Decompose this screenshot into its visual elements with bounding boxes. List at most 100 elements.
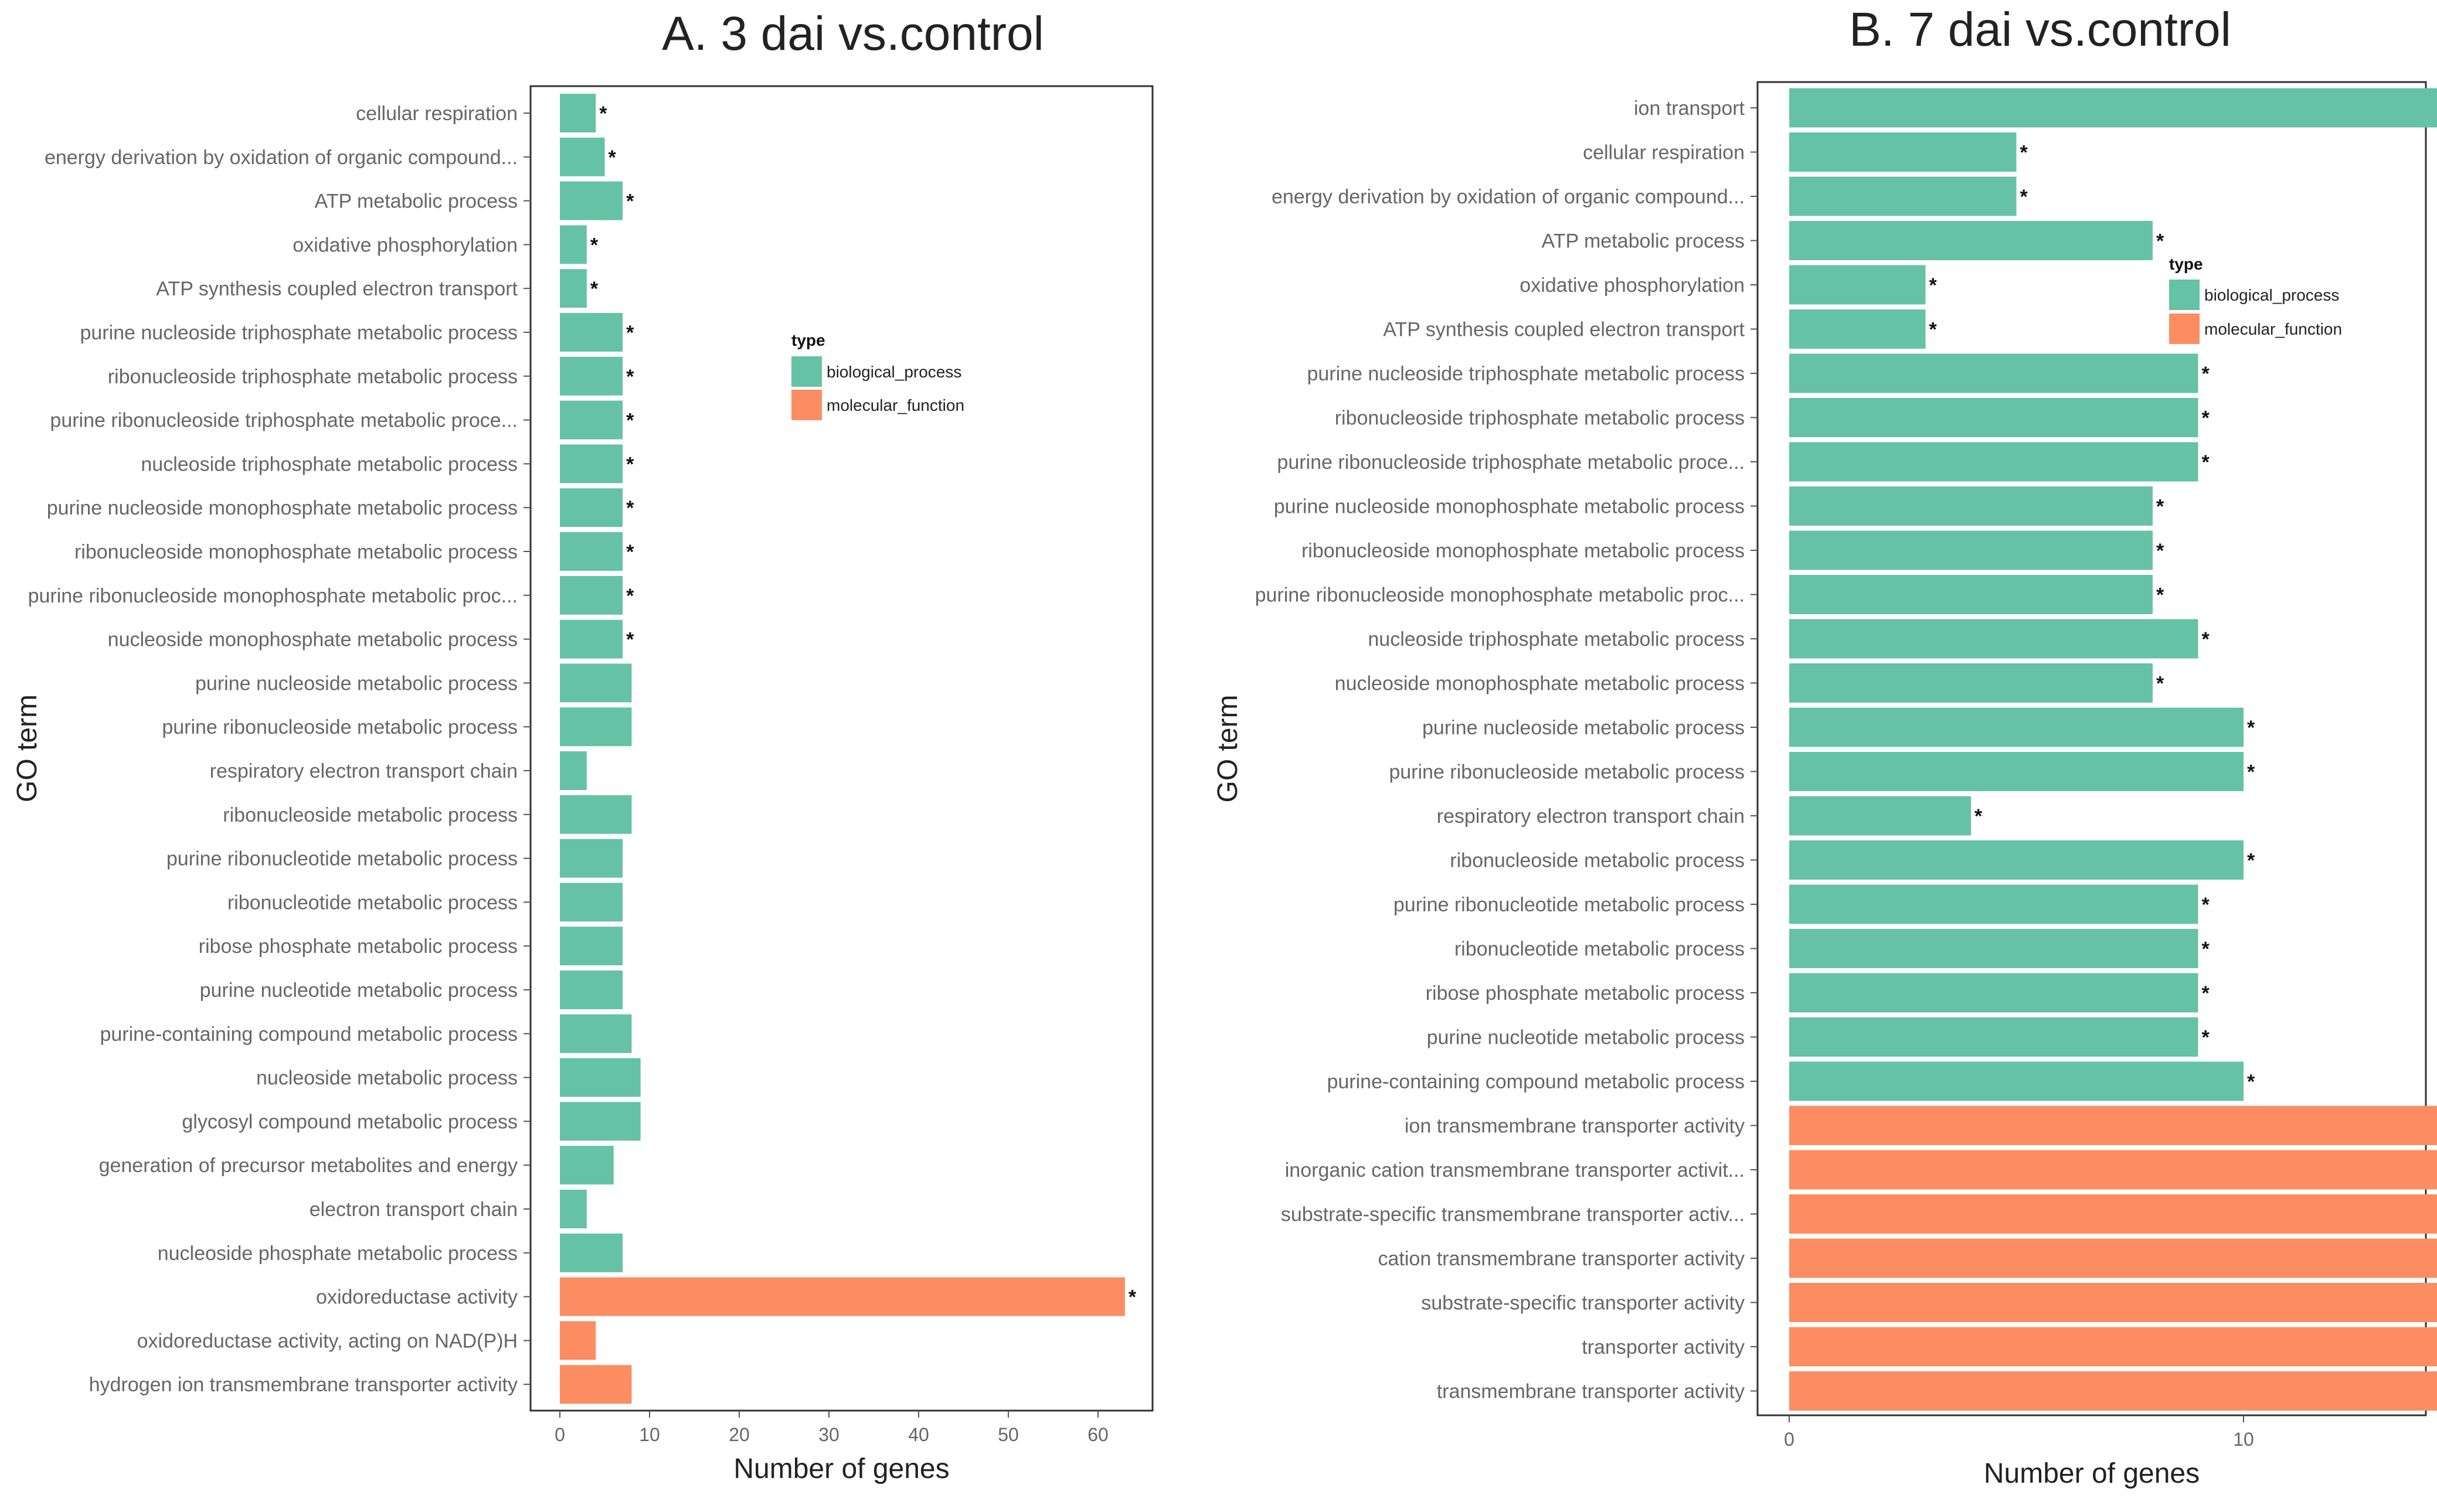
significance-marker: *: [626, 585, 634, 607]
category-label: substrate-specific transporter activity: [1421, 1292, 1745, 1315]
bar: [560, 137, 605, 176]
category-label: purine-containing compound metabolic pro…: [100, 1023, 518, 1046]
x-tick-label: 40: [908, 1424, 929, 1445]
significance-marker: *: [626, 322, 634, 344]
significance-marker: *: [2156, 673, 2164, 695]
category-label: oxidoreductase activity: [316, 1286, 518, 1309]
bar: [560, 94, 596, 132]
category-label: nucleoside monophosphate metabolic proce…: [1335, 673, 1745, 695]
category-label: nucleoside phosphate metabolic process: [158, 1242, 518, 1265]
category-label: purine ribonucleoside metabolic process: [162, 716, 518, 738]
significance-marker: *: [2020, 142, 2028, 164]
x-tick-label: 10: [639, 1424, 660, 1445]
y-axis-title: GO term: [12, 694, 43, 802]
bar: [560, 488, 623, 527]
bar: [560, 1321, 596, 1360]
bar: [1789, 619, 2198, 659]
legend-swatch: [791, 356, 822, 387]
bar: [1789, 1283, 2437, 1322]
category-label: electron transport chain: [310, 1198, 518, 1221]
bar: [1789, 132, 2017, 172]
significance-marker: *: [2202, 363, 2210, 385]
category-label: ribonucleoside metabolic process: [1450, 850, 1745, 872]
bar: [1789, 840, 2244, 880]
significance-marker: *: [2202, 894, 2210, 916]
bar: [560, 839, 623, 878]
category-label: purine-containing compound metabolic pro…: [1327, 1071, 1745, 1093]
category-label: purine ribonucleotide metabolic process: [166, 848, 518, 870]
bar: [560, 1102, 641, 1141]
category-label: ribonucleotide metabolic process: [1454, 938, 1745, 961]
bar: [560, 1058, 641, 1097]
legend-swatch: [2169, 314, 2200, 344]
bar: [560, 532, 623, 571]
significance-marker: *: [626, 410, 634, 432]
bar: [560, 1014, 632, 1053]
significance-marker: *: [609, 147, 617, 169]
x-axis-title: Number of genes: [733, 1453, 949, 1484]
significance-marker: *: [2202, 982, 2210, 1004]
category-label: hydrogen ion transmembrane transporter a…: [89, 1374, 518, 1396]
significance-marker: *: [2156, 584, 2164, 607]
bar: [560, 663, 632, 703]
category-label: ion transmembrane transporter activity: [1405, 1115, 1745, 1138]
category-label: purine ribonucleotide metabolic process: [1393, 894, 1745, 916]
bar: [560, 444, 623, 483]
category-label: purine nucleoside metabolic process: [195, 672, 518, 694]
category-label: transporter activity: [1582, 1336, 1745, 1358]
category-label: transmembrane transporter activity: [1437, 1381, 1745, 1403]
category-label: energy derivation by oxidation of organi…: [45, 147, 518, 169]
bar: [1789, 442, 2198, 482]
significance-marker: *: [626, 497, 634, 519]
plot-frame: [1756, 81, 2427, 1416]
bar: [560, 1277, 1125, 1316]
category-label: purine ribonucleoside monophosphate meta…: [28, 585, 518, 607]
significance-marker: *: [626, 453, 634, 475]
category-label: ATP synthesis coupled electron transport: [156, 278, 518, 300]
category-label: cation transmembrane transporter activit…: [1378, 1248, 1745, 1270]
category-label: glycosyl compound metabolic process: [182, 1111, 518, 1133]
category-label: purine ribonucleoside triphosphate metab…: [50, 410, 518, 432]
bar: [1789, 176, 2017, 216]
bar: [560, 269, 587, 308]
bar: [560, 619, 623, 659]
y-axis-title: GO term: [1212, 694, 1243, 802]
legend-title: type: [2169, 255, 2203, 273]
category-label: ribonucleoside triphosphate metabolic pr…: [1335, 407, 1745, 430]
category-label: ribonucleoside monophosphate metabolic p…: [1301, 540, 1745, 562]
bar: [1789, 973, 2198, 1013]
bar: [560, 313, 623, 352]
bar: [560, 1233, 623, 1272]
bar: [1789, 221, 2153, 260]
x-tick-label: 50: [998, 1424, 1019, 1445]
significance-marker: *: [2247, 1071, 2255, 1093]
bar: [560, 927, 623, 966]
bar: [1789, 398, 2198, 437]
category-label: ribonucleoside monophosphate metabolic p…: [74, 541, 518, 563]
category-label: respiratory electron transport chain: [1437, 805, 1745, 827]
bar: [1789, 1371, 2437, 1411]
category-label: nucleoside metabolic process: [256, 1067, 518, 1089]
category-label: ribonucleoside metabolic process: [223, 804, 518, 826]
bar: [1789, 884, 2198, 924]
bar: [560, 970, 623, 1009]
significance-marker: *: [2202, 451, 2210, 474]
category-label: ribose phosphate metabolic process: [199, 935, 518, 958]
category-label: energy derivation by oxidation of organi…: [1272, 186, 1745, 208]
x-tick-label: 30: [818, 1424, 839, 1445]
significance-marker: *: [2247, 761, 2255, 784]
category-label: ATP metabolic process: [315, 190, 518, 213]
significance-marker: *: [1129, 1286, 1137, 1309]
significance-marker: *: [590, 234, 599, 256]
category-label: purine nucleotide metabolic process: [200, 979, 518, 1002]
category-label: purine nucleotide metabolic process: [1427, 1027, 1745, 1049]
chart-panel-b: B. 7 dai vs.control GO term Number of gene…: [1212, 3, 2437, 1489]
significance-marker: *: [590, 278, 599, 300]
chart-title: A. 3 dai vs.control: [662, 7, 1044, 60]
significance-marker: *: [626, 541, 634, 563]
significance-marker: *: [626, 190, 634, 213]
category-label: purine nucleoside triphosphate metabolic…: [1307, 363, 1745, 385]
significance-marker: *: [2202, 628, 2210, 651]
legend-swatch: [791, 390, 822, 420]
